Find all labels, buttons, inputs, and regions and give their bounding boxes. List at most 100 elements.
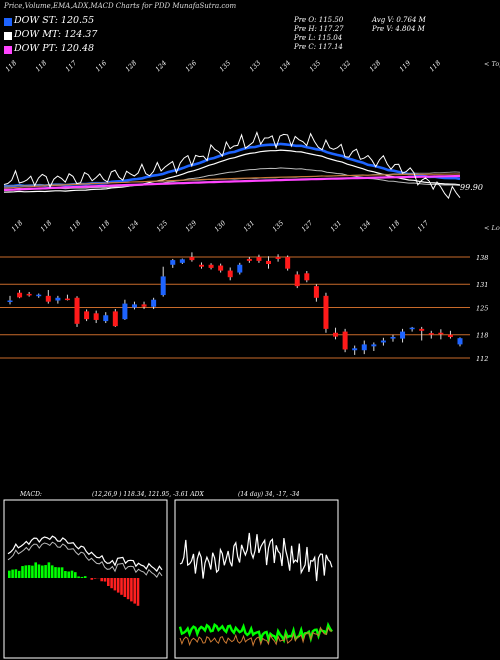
ema-bottom-label: 118 <box>97 219 111 233</box>
ema-bottom-label: 118 <box>68 219 82 233</box>
ema-bottom-label: 131 <box>242 219 256 233</box>
macd-hist-pos <box>31 565 34 578</box>
candle-down <box>285 257 291 269</box>
candle-down <box>266 260 272 264</box>
legend-swatch-mt <box>4 32 12 40</box>
macd-hist-pos <box>54 567 57 578</box>
macd-hist-neg <box>123 578 127 597</box>
candle-down <box>304 273 310 281</box>
candle-up <box>179 259 185 263</box>
macd-hist-pos <box>67 571 70 578</box>
adx-values: (14 day) 34, -17, -34 <box>238 491 300 498</box>
macd-hist-pos <box>74 572 77 578</box>
ema-st-line <box>3 142 461 188</box>
ema-top-label: 133 <box>248 59 262 73</box>
macd-hist-neg <box>110 578 113 589</box>
candle-down <box>74 297 80 324</box>
ema-bottom-label: 131 <box>329 219 343 233</box>
candle-down <box>313 286 319 298</box>
ema-bottom-label: 127 <box>300 218 315 233</box>
ema-bottom-label: 118 <box>39 219 53 233</box>
macd-hist-pos <box>60 567 64 578</box>
candle-down <box>438 332 444 335</box>
candle-up <box>352 348 358 351</box>
candle-up <box>361 344 367 351</box>
ema-top-label: 128 <box>124 59 138 73</box>
ema-last-value: 99.90 <box>460 183 483 192</box>
price-trace-line <box>3 131 461 200</box>
candle-up <box>160 276 166 296</box>
ema-line-4 <box>3 173 460 189</box>
candle-down <box>208 264 214 268</box>
tops-label: < Tops <box>484 60 500 68</box>
adx-minus-di-line <box>179 626 333 647</box>
candle-down <box>428 333 434 335</box>
macd-hist-pos <box>17 570 21 578</box>
candle-down <box>112 311 118 327</box>
stat-prev-low: Pre L: 115.04 <box>294 34 343 42</box>
candle-down <box>141 304 147 307</box>
ema-top-label: 126 <box>184 59 198 73</box>
ema-line-2 <box>3 167 461 190</box>
ema-top-label: 135 <box>308 59 322 73</box>
legend-swatch-pt <box>4 46 12 54</box>
ema-top-label: 116 <box>94 59 108 73</box>
adx-panel <box>174 499 339 659</box>
macd-hist-pos <box>77 576 80 578</box>
macd-hist-neg <box>93 578 97 579</box>
ema-panel: 118 118 117 116 128 124 126 135 133 134 135 132 128 1… <box>3 58 461 233</box>
candle-down <box>333 332 339 337</box>
macd-hist-pos <box>11 569 14 578</box>
macd-hist-pos <box>14 569 18 578</box>
ema-bottom-label: 135 <box>271 219 285 233</box>
candle-up <box>400 331 406 339</box>
ema-top-label: 128 <box>368 59 382 73</box>
macd-hist-neg <box>130 578 133 602</box>
macd-hist-neg <box>103 578 107 582</box>
candle-down <box>17 292 23 298</box>
macd-hist-pos <box>64 571 67 578</box>
macd-hist-pos <box>44 565 47 578</box>
candle-down <box>419 328 425 331</box>
stat-prev-high: Pre H: 117.27 <box>294 25 344 33</box>
ema-bottom-label: 129 <box>184 219 198 233</box>
macd-hist-neg <box>126 578 130 600</box>
macd-hist-pos <box>27 565 31 578</box>
candle-up <box>122 303 128 320</box>
price-tick-label: 112 <box>476 355 488 363</box>
candle-up <box>457 338 463 345</box>
ema-top-label: 124 <box>154 59 168 73</box>
candle-down <box>45 295 51 302</box>
adx-frame <box>174 499 339 659</box>
macd-hist-pos <box>50 565 54 578</box>
macd-hist-neg <box>107 578 110 586</box>
candle-down <box>256 257 262 261</box>
macd-panel <box>3 499 168 659</box>
macd-hist-pos <box>57 567 61 578</box>
ema-bottom-label: 130 <box>213 219 227 233</box>
macd-hist-neg <box>133 578 136 604</box>
stat-avg-volume: Avg V: 0.764 M <box>372 16 426 24</box>
candle-down <box>227 270 233 278</box>
legend-label-st: DOW ST: 120.55 <box>14 15 95 26</box>
macd-hist-pos <box>37 564 41 578</box>
ema-top-label: 135 <box>218 59 232 73</box>
ema-bottom-label: 118 <box>10 219 24 233</box>
chart-title: Price,Volume,EMA,ADX,MACD Charts for PDD… <box>4 2 237 10</box>
candle-down <box>93 313 99 320</box>
macd-signal-line <box>7 541 163 578</box>
stat-prev-open: Pre O: 115.50 <box>294 16 344 24</box>
candle-up <box>55 297 61 301</box>
legend-swatch-st <box>4 18 12 26</box>
candle-up <box>7 300 13 303</box>
ema-top-label: 132 <box>338 59 352 73</box>
candle-up <box>151 299 157 307</box>
ema-bottom-label: 118 <box>387 219 401 233</box>
candle-down <box>246 258 252 261</box>
macd-hist-pos <box>83 576 87 578</box>
ema-bottom-label: 134 <box>358 219 372 233</box>
ema-top-label: 134 <box>278 59 292 73</box>
macd-values: (12,26,9 ) 118.34, 121.95, -3.61 ADX <box>92 491 204 498</box>
macd-line <box>7 535 163 573</box>
ema-top-label: 118 <box>4 59 18 73</box>
